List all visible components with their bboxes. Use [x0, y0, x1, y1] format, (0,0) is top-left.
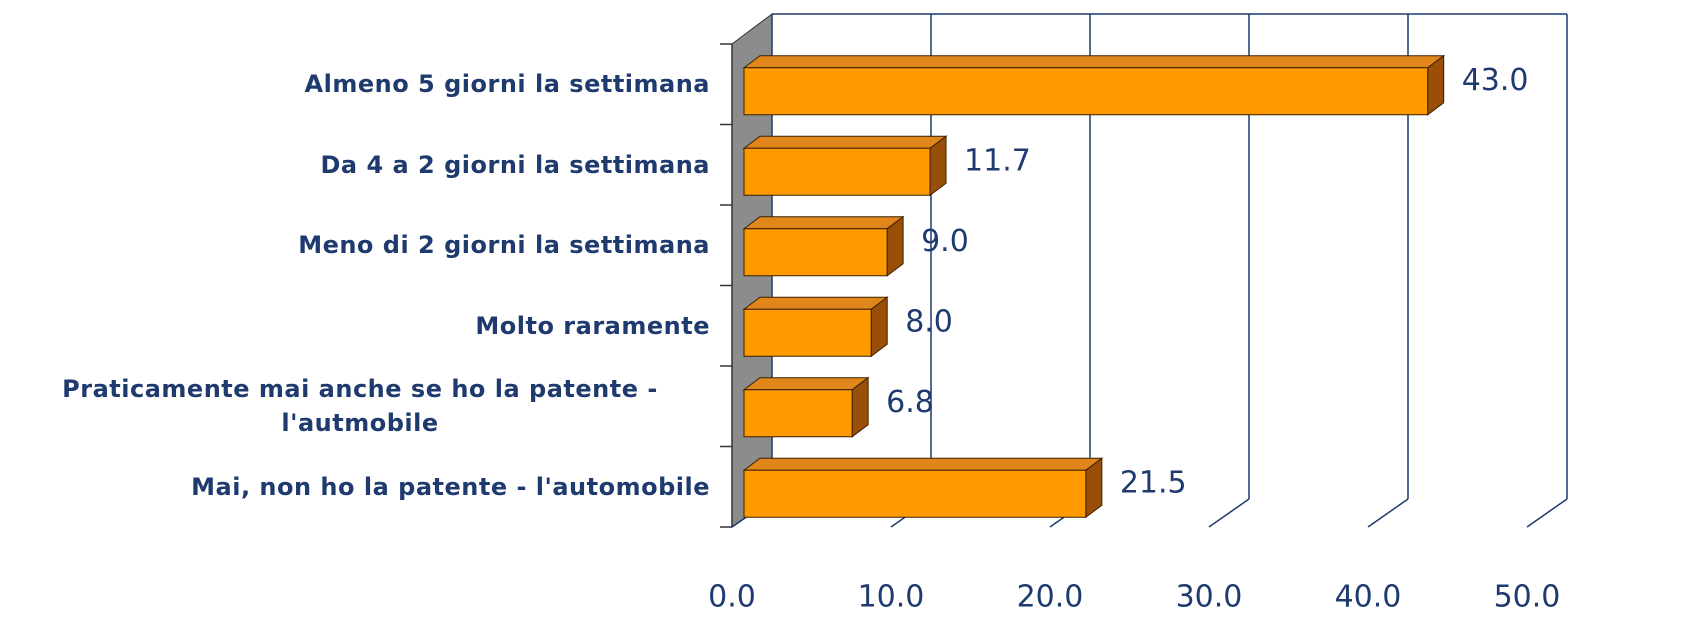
bar-top — [742, 216, 905, 230]
value-label: 11.7 — [964, 143, 1031, 178]
value-label: 9.0 — [921, 224, 969, 259]
bar — [743, 469, 1087, 518]
x-tick-label: 40.0 — [1335, 580, 1402, 615]
bar-top — [742, 135, 948, 149]
bar — [743, 228, 888, 277]
category-label: Molto raramente — [475, 311, 710, 340]
bar-top — [742, 457, 1104, 471]
floor-grid-line — [1526, 498, 1568, 528]
category-label: Praticamente mai anche se ho la patente … — [62, 375, 658, 438]
bar-top — [742, 55, 1446, 69]
bar-top — [742, 377, 870, 391]
x-tick-label: 10.0 — [858, 580, 925, 615]
floor-grid-line — [1367, 498, 1409, 528]
bar — [743, 389, 853, 438]
x-tick-label: 50.0 — [1494, 580, 1561, 615]
bar — [743, 147, 931, 196]
bar — [743, 67, 1429, 116]
value-label: 21.5 — [1120, 465, 1187, 500]
value-label: 43.0 — [1462, 63, 1529, 98]
bar-top — [742, 296, 889, 310]
x-tick-label: 30.0 — [1176, 580, 1243, 615]
value-label: 8.0 — [905, 304, 953, 339]
category-label: Mai, non ho la patente - l'automobile — [191, 472, 710, 501]
category-label: Da 4 a 2 giorni la settimana — [320, 150, 710, 179]
category-label: Almeno 5 giorni la settimana — [304, 70, 710, 99]
category-label: Meno di 2 giorni la settimana — [298, 231, 710, 260]
floor-grid-line — [1208, 498, 1250, 528]
value-label: 6.8 — [886, 385, 934, 420]
bar — [743, 308, 872, 357]
x-tick-label: 20.0 — [1017, 580, 1084, 615]
x-tick-label: 0.0 — [708, 580, 756, 615]
